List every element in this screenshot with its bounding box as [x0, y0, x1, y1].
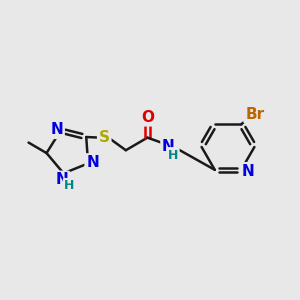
Text: N: N	[162, 139, 175, 154]
Text: N: N	[242, 164, 254, 179]
Text: S: S	[99, 130, 110, 145]
Text: N: N	[50, 122, 63, 137]
Text: O: O	[141, 110, 154, 125]
Text: H: H	[168, 148, 178, 161]
Text: H: H	[64, 179, 75, 192]
Text: N: N	[56, 172, 68, 188]
Text: Br: Br	[245, 107, 264, 122]
Text: N: N	[86, 155, 99, 170]
